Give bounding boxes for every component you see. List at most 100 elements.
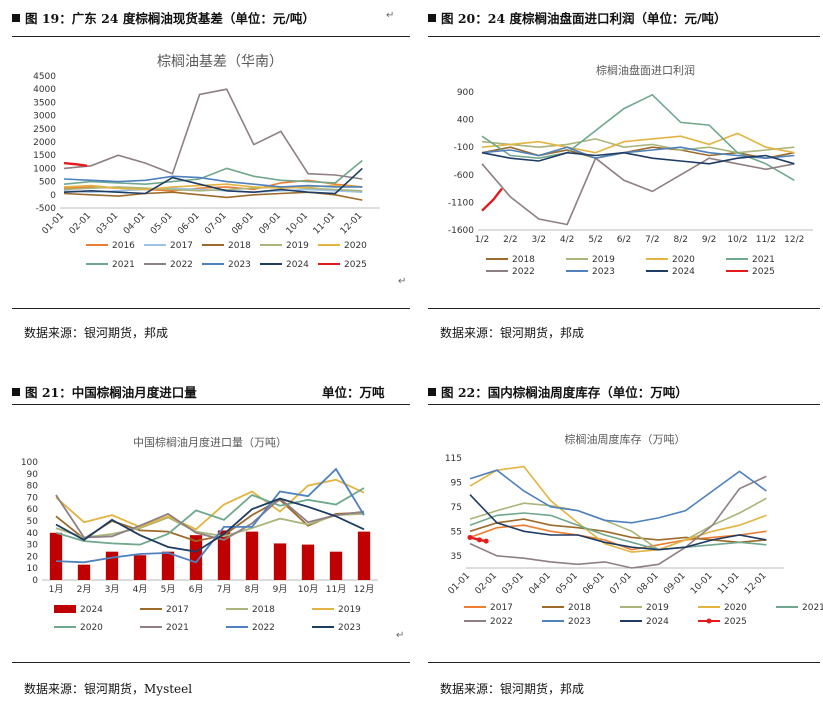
x-tick-label: 10/2 xyxy=(727,235,747,245)
bar-2024 xyxy=(245,531,259,580)
x-tick-label: 06-01 xyxy=(176,211,202,237)
unit-label-21: 单位：万吨 xyxy=(322,385,385,400)
bullet-square-icon xyxy=(428,388,436,396)
bar-2024 xyxy=(217,530,231,580)
y-tick-label: 80 xyxy=(27,482,39,492)
y-tick-label: 40 xyxy=(27,529,39,539)
series-line-2023 xyxy=(55,497,365,553)
x-tick-label: 5/2 xyxy=(588,235,602,245)
legend-label-2019: 2019 xyxy=(646,603,669,613)
y-tick-label: 10 xyxy=(27,564,39,574)
series-line-2021 xyxy=(55,494,365,541)
y-tick-label: 100 xyxy=(21,458,38,468)
figure-rule xyxy=(12,308,410,309)
x-tick-label: 12-01 xyxy=(339,211,365,237)
series-line-2019 xyxy=(481,138,795,154)
series-line-2019 xyxy=(469,497,767,551)
y-tick-label: 115 xyxy=(445,454,462,464)
x-tick-label: 05-01 xyxy=(554,571,580,597)
legend-label-2019: 2019 xyxy=(338,605,361,615)
x-tick-label: 10月 xyxy=(298,584,318,595)
x-tick-label: 6/2 xyxy=(617,235,631,245)
x-tick-label: 2/2 xyxy=(503,235,517,245)
series-line-2022 xyxy=(63,88,363,180)
legend-label-2020: 2020 xyxy=(80,623,103,633)
y-tick-label: 1500 xyxy=(33,151,56,161)
x-tick-label: 7/2 xyxy=(645,235,659,245)
x-tick-label: 3/2 xyxy=(532,235,546,245)
y-tick-label: 2000 xyxy=(33,138,56,148)
legend-label-2023: 2023 xyxy=(338,623,361,633)
x-tick-label: 01-01 xyxy=(41,211,67,237)
series-line-2023 xyxy=(481,146,795,160)
bar-2024 xyxy=(357,531,371,580)
fig22-caption: 图 22：国内棕榈油周度库存（单位：万吨） xyxy=(428,382,688,401)
series-line-2022 xyxy=(481,156,795,226)
legend-label-2020: 2020 xyxy=(344,241,367,251)
fig21-caption: 图 21：中国棕榈油月度进口量 xyxy=(12,382,197,401)
series-line-2024 xyxy=(481,151,795,165)
x-tick-label: 10-01 xyxy=(285,211,311,237)
y-tick-label: 75 xyxy=(451,503,462,513)
legend-label-2022: 2022 xyxy=(490,617,513,627)
x-tick-label: 5月 xyxy=(161,584,176,595)
fig19-caption: 图 19：广东 24 度棕榈油现货基差（单位：元/吨） xyxy=(12,8,315,27)
series-line-2021 xyxy=(469,512,767,551)
series-line-2023 xyxy=(63,175,363,188)
y-tick-label: 20 xyxy=(27,552,39,562)
legend-label-2023: 2023 xyxy=(228,260,251,270)
legend-label-2024: 2024 xyxy=(672,267,695,277)
chart-c19: 棕榈油基差（华南） 4500 4000 3500 3000 2500 2000 1500 100… xyxy=(33,53,380,270)
bullet-square-icon xyxy=(428,14,436,22)
x-tick-label: 3月 xyxy=(105,584,120,595)
y-tick-label: 30 xyxy=(27,541,39,551)
legend-label-2024: 2024 xyxy=(646,617,669,627)
figure-rule xyxy=(428,308,820,309)
x-tick-label: 11-01 xyxy=(716,571,742,597)
chart-title: 棕榈油基差（华南） xyxy=(157,53,283,70)
series-line-2024 xyxy=(63,167,363,195)
x-tick-label: 12月 xyxy=(354,584,374,595)
y-tick-label: 3500 xyxy=(33,98,56,108)
source-note-21: 数据来源：银河期货，Mysteel xyxy=(24,682,193,696)
bullet-square-icon xyxy=(12,14,20,22)
bar-2024 xyxy=(49,532,63,580)
series-line-2018 xyxy=(469,518,767,544)
legend-label-2017: 2017 xyxy=(170,241,193,251)
x-tick-label: 10-01 xyxy=(689,571,715,597)
legend-label-2019: 2019 xyxy=(286,241,309,251)
bar-2024 xyxy=(273,543,287,580)
series-point-2025 xyxy=(483,538,489,544)
x-tick-label: 03-01 xyxy=(500,571,526,597)
series-point-2025 xyxy=(476,537,482,543)
paragraph-mark: ↵ xyxy=(386,10,395,21)
chart-c22: 棕榈油周度库存（万吨） 115 95 75 55 35 01-01 02-01 03-01 04-… xyxy=(445,432,823,627)
y-tick-label: 500 xyxy=(39,178,56,188)
y-tick-label: -600 xyxy=(454,171,475,181)
y-tick-label: 400 xyxy=(457,116,474,126)
series-line-2019 xyxy=(55,478,365,531)
series-line-2024 xyxy=(469,494,767,551)
figure-rule xyxy=(428,662,820,663)
series-line-2025 xyxy=(481,187,503,212)
x-tick-label: 11月 xyxy=(326,584,346,595)
legend-label-2023: 2023 xyxy=(568,617,591,627)
legend-label-2021: 2021 xyxy=(752,255,775,265)
source-note-22: 数据来源：银河期货，邦成 xyxy=(440,682,585,696)
x-tick-label: 7月 xyxy=(217,584,232,595)
x-tick-label: 4/2 xyxy=(560,235,574,245)
series-line-2021 xyxy=(63,159,363,186)
x-tick-label: 12/2 xyxy=(784,235,804,245)
legend-label-2020: 2020 xyxy=(724,603,747,613)
y-tick-label: -1600 xyxy=(448,226,474,236)
series-line-2018 xyxy=(55,513,365,539)
series-line-2020 xyxy=(481,132,795,154)
source-note-19: 数据来源：银河期货，邦成 xyxy=(24,326,169,340)
legend-label-2021: 2021 xyxy=(166,623,189,633)
x-tick-label: 2月 xyxy=(77,584,92,595)
x-tick-label: 03-01 xyxy=(95,211,121,237)
bar-2024 xyxy=(189,535,203,580)
paragraph-mark: ↵ xyxy=(398,276,407,287)
